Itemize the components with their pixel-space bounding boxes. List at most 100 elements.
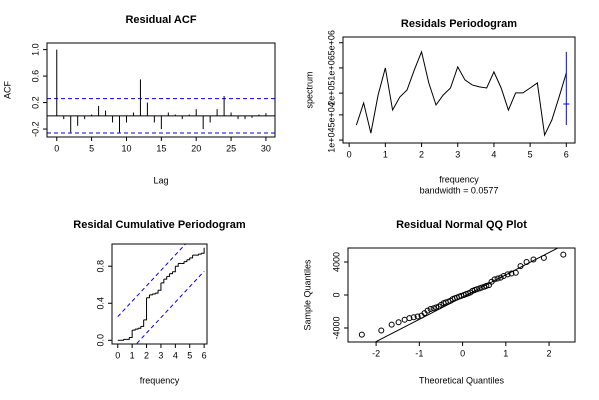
y-tick-label: 0.0	[95, 334, 105, 347]
x-tick-label: 5	[89, 143, 94, 153]
qq-point	[358, 331, 365, 338]
cumulative-step	[166, 273, 171, 277]
x-tick-label: 6	[564, 149, 569, 159]
x-tick-label: 3	[158, 350, 163, 360]
y-tick-label: 0.2	[30, 96, 40, 109]
x-tick-label: 2	[419, 149, 424, 159]
cumulative-step	[135, 328, 139, 330]
plot-frame	[111, 243, 208, 345]
cumulative-step	[137, 326, 142, 329]
qq-point	[483, 282, 490, 289]
y-tick-label: 0.8	[95, 260, 105, 273]
x-tick-label: 2	[547, 348, 552, 358]
qq-point	[414, 313, 421, 320]
x-tick-label: 5	[528, 149, 533, 159]
y-tick-label: 5e+06	[326, 30, 336, 55]
cumulative-step	[155, 290, 159, 294]
qq-point	[504, 271, 511, 278]
subtitle: bandwidth = 0.0577	[420, 185, 499, 195]
plot-area	[355, 50, 567, 137]
y-tick-label: -4000	[331, 316, 341, 339]
x-tick-label: -2	[372, 348, 380, 358]
y-tick-label: 1e+04	[326, 127, 336, 152]
x-tick-label: 15	[156, 143, 166, 153]
cumulative-step	[201, 247, 205, 254]
cumulative-step	[186, 257, 191, 261]
qq-point	[523, 259, 530, 266]
qq-point	[508, 270, 515, 277]
qq-point	[517, 263, 524, 270]
cumulative-step	[198, 253, 202, 255]
x-tick-label: 0	[54, 143, 59, 153]
qq-point	[530, 256, 537, 263]
cumulative-step	[129, 330, 133, 339]
cumulative-step	[140, 319, 145, 327]
x-axis-label: Theoretical Quantiles	[419, 375, 505, 385]
cumulative-step	[195, 254, 199, 256]
y-tick-label: 1.0	[30, 43, 40, 56]
y-tick-label: 0.4	[95, 297, 105, 310]
qq-point	[433, 304, 440, 311]
qq-point	[395, 319, 402, 326]
cumulative-step	[172, 266, 176, 273]
plot-area	[117, 244, 205, 344]
qq-point	[406, 315, 413, 322]
qq-point	[388, 321, 395, 328]
x-tick-label: 1	[503, 348, 508, 358]
cumulative-step	[132, 329, 136, 331]
cumulative-step	[160, 279, 165, 284]
chart-title: Residual Normal QQ Plot	[396, 219, 527, 231]
cumulative-step	[158, 282, 162, 291]
x-tick-label: 2	[144, 350, 149, 360]
qq-point	[378, 327, 385, 334]
y-tick-label: 5e+04	[326, 102, 336, 127]
spectrum-line	[355, 50, 567, 137]
y-tick-label: 2e+05	[326, 81, 336, 106]
x-tick-label: 1	[130, 350, 135, 360]
x-tick-label: 0	[347, 149, 352, 159]
qq-point	[494, 275, 501, 282]
y-axis-label: ACF	[2, 80, 12, 99]
cumulative-step	[126, 337, 130, 340]
x-axis-label: frequency	[140, 375, 180, 385]
qq-point	[497, 274, 504, 281]
plot-frame	[342, 36, 576, 144]
plot-area	[47, 49, 275, 134]
cumulative-step	[152, 293, 156, 295]
chart-title: Residual ACF	[125, 14, 196, 26]
x-tick-label: 5	[187, 350, 192, 360]
qq-point	[430, 305, 437, 312]
x-tick-label: 3	[455, 149, 460, 159]
y-axis-label: spectrum	[304, 71, 314, 108]
y-tick-label: 0.6	[30, 70, 40, 83]
x-tick-label: 1	[383, 149, 388, 159]
chart-title: Residals Periodogram	[401, 18, 517, 30]
qq-point	[401, 316, 408, 323]
y-tick-label: -0.2	[30, 121, 40, 137]
x-tick-label: 25	[226, 143, 236, 153]
confidence-band	[135, 270, 205, 344]
cumulative-step	[120, 339, 125, 341]
x-tick-label: 4	[173, 350, 178, 360]
x-tick-label: 4	[491, 149, 496, 159]
x-tick-label: 0	[460, 348, 465, 358]
x-tick-label: 0	[115, 350, 120, 360]
cumulative-step	[181, 261, 185, 264]
plot-area	[358, 248, 567, 342]
cumulative-step	[146, 294, 150, 299]
qq-point	[424, 307, 431, 314]
qq-point	[427, 306, 434, 313]
y-tick-label: 4000	[331, 252, 341, 272]
x-axis-label: frequency	[439, 174, 479, 184]
x-tick-label: 6	[202, 350, 207, 360]
y-tick-label: 0	[331, 292, 341, 297]
cumulative-step	[149, 294, 153, 296]
qq-point	[560, 251, 567, 258]
cumulative-step	[183, 259, 188, 263]
y-axis-label: Sample Quantiles	[302, 259, 312, 331]
cumulative-step	[169, 271, 173, 275]
x-tick-label: 30	[261, 143, 271, 153]
qq-point	[540, 254, 547, 261]
x-tick-label: 20	[191, 143, 201, 153]
